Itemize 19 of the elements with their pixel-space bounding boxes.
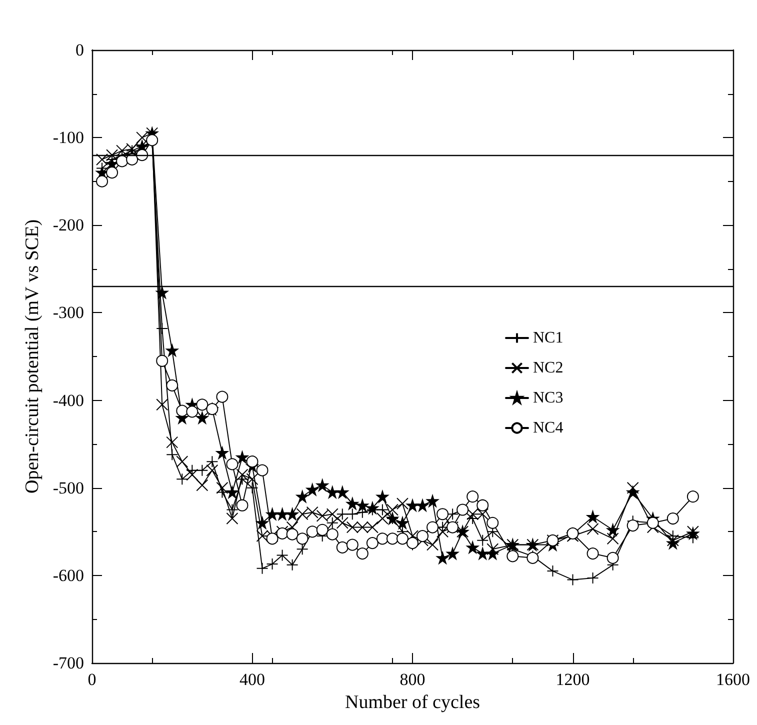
y-tick-label: -100 (52, 128, 84, 148)
legend-label: NC3 (533, 390, 564, 406)
y-axis-title: Open-circuit potential (mV vs SCE) (22, 219, 43, 494)
x-tick-label: 1200 (556, 670, 590, 689)
y-tick-label: 0 (76, 40, 84, 60)
y-tick-label: -400 (52, 390, 84, 410)
x-axis-title: Number of cycles (344, 692, 480, 713)
x-tick-label: 400 (240, 670, 265, 689)
y-tick-label: -500 (52, 478, 84, 498)
x-tick-label: 800 (400, 670, 426, 689)
y-tick-label: -200 (52, 216, 84, 235)
legend-label: NC4 (533, 420, 564, 436)
legend-label: NC2 (533, 360, 564, 376)
x-tick-label: 1600 (716, 670, 750, 689)
x-tick-label: 0 (88, 670, 96, 689)
y-tick-label: -700 (52, 654, 84, 672)
legend-label: NC1 (533, 330, 564, 346)
y-tick-label: -300 (52, 303, 84, 322)
y-tick-label: -600 (52, 566, 84, 585)
